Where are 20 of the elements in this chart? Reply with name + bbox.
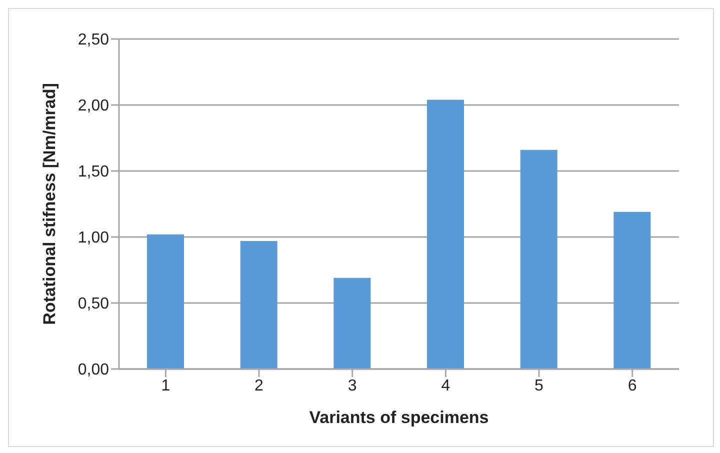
y-tick-label: 2,00 <box>78 98 110 115</box>
bar <box>427 100 464 369</box>
x-tick-label: 6 <box>628 377 637 394</box>
bar <box>614 212 651 369</box>
x-tick-label: 5 <box>534 377 544 394</box>
y-tick-label: 0,50 <box>78 296 110 313</box>
x-tick-label: 2 <box>254 377 264 394</box>
y-axis-title: Rotational stifness [Nm/mrad] <box>40 83 60 325</box>
y-tick-label: 0,00 <box>78 362 110 379</box>
x-axis-title: Variants of specimens <box>309 408 489 428</box>
y-tick-label: 1,50 <box>78 164 110 181</box>
bar <box>334 278 371 369</box>
y-tick-label: 2,50 <box>78 32 110 49</box>
bar <box>147 234 184 369</box>
y-tick-label: 1,00 <box>78 230 110 247</box>
x-tick-label: 4 <box>441 377 450 394</box>
x-tick-label: 3 <box>348 377 357 394</box>
x-tick-label: 1 <box>161 377 170 394</box>
bar <box>240 240 278 369</box>
bar <box>520 150 558 369</box>
